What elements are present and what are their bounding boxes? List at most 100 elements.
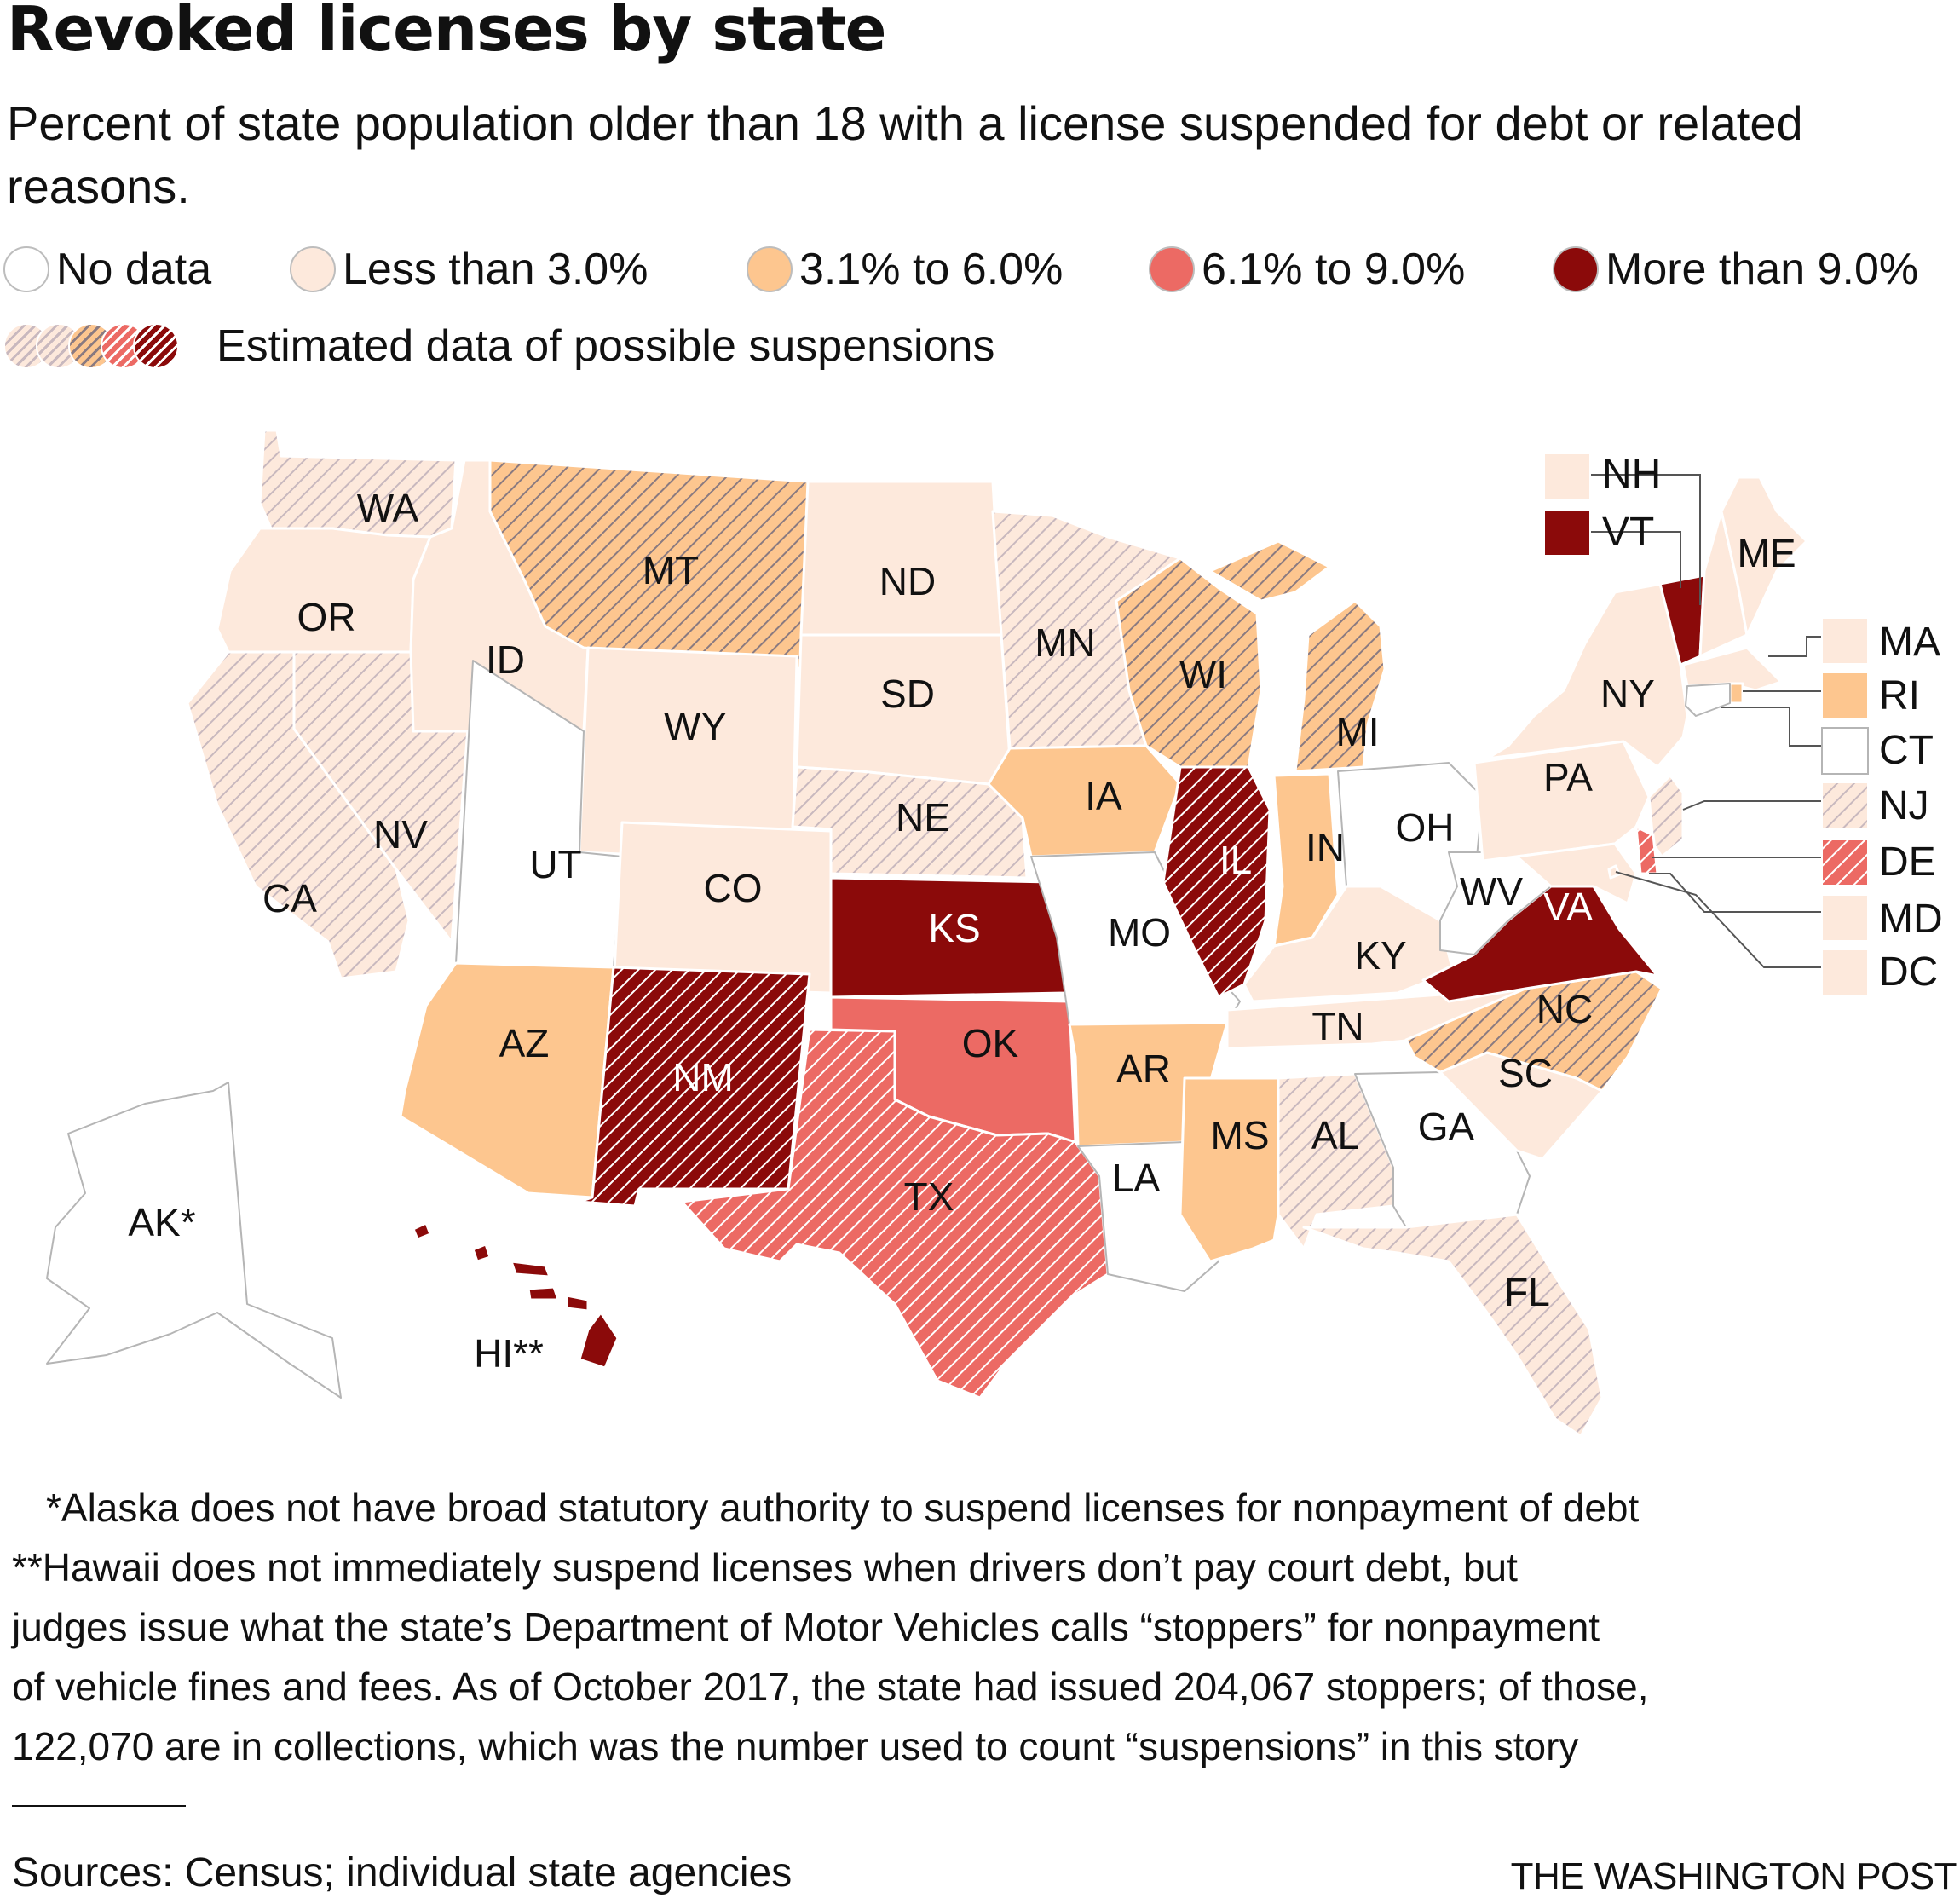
state-ri xyxy=(1728,682,1744,705)
state-label-wi: WI xyxy=(1179,652,1227,696)
source-divider xyxy=(12,1805,186,1807)
state-label-nd: ND xyxy=(879,559,936,603)
leader-lines xyxy=(1591,474,1822,968)
ne-box-ri xyxy=(1821,672,1869,719)
state-label-ar: AR xyxy=(1116,1047,1171,1091)
state-az xyxy=(399,961,615,1199)
state-label-hi: HI** xyxy=(474,1331,544,1376)
legend-item-estimated: Estimated data of possible suspensions xyxy=(3,319,994,373)
state-label-ca: CA xyxy=(262,876,317,920)
state-ne xyxy=(791,765,1029,880)
leader-line-4 xyxy=(1721,707,1822,747)
ne-label-ri: RI xyxy=(1879,673,1920,718)
legend-swatch-more-than-9 xyxy=(1553,246,1599,292)
state-ak xyxy=(46,1082,342,1399)
us-map: VT NH MA RI CT NJ DE MD DC WA OR CA NV ID MT WY UT CO AZ N… xyxy=(46,429,1943,1438)
state-label-ky: KY xyxy=(1354,933,1406,978)
page-title: Revoked licenses by state xyxy=(7,0,886,65)
legend-label: More than 9.0% xyxy=(1605,245,1919,294)
state-label-nv: NV xyxy=(373,812,428,857)
ne-label-vt: VT xyxy=(1602,510,1654,555)
state-label-ok: OK xyxy=(962,1021,1019,1065)
state-label-wa: WA xyxy=(357,486,419,530)
state-hi xyxy=(412,1221,620,1370)
state-ky xyxy=(1242,885,1455,1003)
legend-label: No data xyxy=(56,245,212,294)
legend-swatch-less-than-3 xyxy=(290,246,336,292)
state-label-wy: WY xyxy=(664,704,727,748)
legend-swatch-no-data xyxy=(3,246,49,292)
sources-line: Sources: Census; individual state agenci… xyxy=(12,1850,793,1895)
state-label-sd: SD xyxy=(880,672,935,716)
ne-box-ct xyxy=(1821,727,1869,775)
leader-line-8 xyxy=(1615,871,1822,968)
legend-label: 3.1% to 6.0% xyxy=(799,245,1064,294)
state-mi xyxy=(1208,539,1386,773)
state-label-tn: TN xyxy=(1311,1004,1363,1048)
state-label-il: IL xyxy=(1219,838,1252,882)
state-label-nm: NM xyxy=(672,1055,734,1099)
state-nm xyxy=(578,966,811,1208)
ne-label-ct: CT xyxy=(1879,728,1934,773)
state-label-mo: MO xyxy=(1108,910,1171,955)
state-label-az: AZ xyxy=(499,1021,550,1065)
state-wi xyxy=(1115,557,1263,769)
state-label-ak: AK* xyxy=(128,1200,195,1244)
state-dc xyxy=(1607,864,1621,880)
ne-label-nj: NJ xyxy=(1879,783,1929,828)
state-label-ia: IA xyxy=(1085,774,1122,818)
state-ct xyxy=(1685,683,1731,717)
leader-line-7 xyxy=(1649,873,1822,913)
state-ny xyxy=(1485,582,1689,769)
legend-item-more-than-9: More than 9.0% xyxy=(1553,242,1918,297)
state-fl xyxy=(1302,1213,1604,1438)
state-label-wv: WV xyxy=(1460,869,1523,914)
footnote-alaska: *Alaska does not have broad statutory au… xyxy=(46,1486,1640,1530)
state-label-id: ID xyxy=(486,638,525,682)
footnote-hawaii-line-1: **Hawaii does not immediately suspend li… xyxy=(12,1545,1518,1590)
footnote-hawaii-line-3: of vehicle fines and fees. As of October… xyxy=(12,1665,1649,1709)
state-label-mn: MN xyxy=(1035,620,1096,665)
state-me xyxy=(1720,476,1808,637)
ne-label-dc: DC xyxy=(1879,949,1938,995)
ne-box-vt xyxy=(1543,509,1591,557)
legend-item-6-to-9: 6.1% to 9.0% xyxy=(1149,242,1465,297)
legend-item-less-than-3: Less than 3.0% xyxy=(290,242,648,297)
state-label-mt: MT xyxy=(643,548,699,592)
state-label-pa: PA xyxy=(1543,755,1593,799)
state-tx xyxy=(680,1028,1110,1399)
ne-label-de: DE xyxy=(1879,839,1936,885)
state-ms xyxy=(1179,1076,1280,1263)
state-label-ks: KS xyxy=(928,906,980,950)
leader-line-1 xyxy=(1591,531,1681,588)
state-label-ny: NY xyxy=(1600,672,1655,716)
state-label-sc: SC xyxy=(1498,1051,1553,1095)
ne-box-nh xyxy=(1543,453,1591,500)
ne-box-md xyxy=(1821,894,1869,942)
state-label-me: ME xyxy=(1738,531,1796,575)
ne-box-dc xyxy=(1821,949,1869,996)
legend-label: 6.1% to 9.0% xyxy=(1202,245,1466,294)
state-label-or: OR xyxy=(297,595,356,639)
state-label-va: VA xyxy=(1543,885,1593,929)
state-labels: WA OR CA NV ID MT WY UT CO AZ NM ND SD NE KS OK TX MN IA MO… xyxy=(128,486,1796,1376)
state-label-ms: MS xyxy=(1211,1113,1270,1157)
northeast-legend-boxes: VT NH MA RI CT NJ DE MD DC xyxy=(1543,452,1943,996)
footnote-hawaii-line-4: 122,070 are in collections, which was th… xyxy=(12,1724,1579,1768)
legend-swatch-estimated-more-than-9 xyxy=(133,323,179,369)
state-label-ga: GA xyxy=(1418,1105,1475,1149)
footnote-hawaii-line-2: judges issue what the state’s Department… xyxy=(12,1605,1600,1649)
state-label-in: IN xyxy=(1306,825,1345,869)
leader-line-5 xyxy=(1682,800,1822,811)
states-layer xyxy=(46,429,1808,1438)
map-legend: No data Less than 3.0% 3.1% to 6.0% 6.1%… xyxy=(3,242,1955,378)
state-label-fl: FL xyxy=(1504,1270,1550,1314)
ne-box-de xyxy=(1821,839,1869,886)
leader-line-2 xyxy=(1768,636,1822,657)
ne-box-nj xyxy=(1821,782,1869,829)
legend-swatch-6-to-9 xyxy=(1149,246,1195,292)
state-label-ut: UT xyxy=(529,842,581,886)
state-label-al: AL xyxy=(1311,1113,1359,1157)
state-label-co: CO xyxy=(704,866,763,910)
leader-line-0 xyxy=(1591,474,1701,605)
